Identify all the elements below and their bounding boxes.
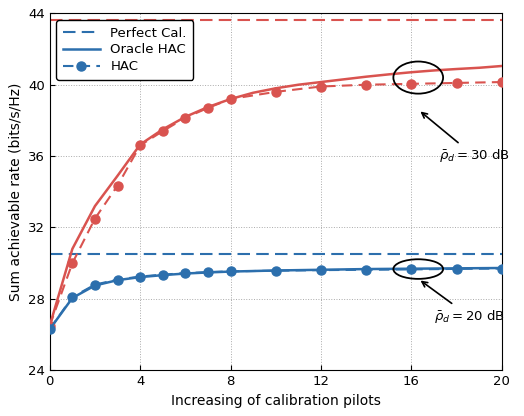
Y-axis label: Sum achievable rate (bits/s/Hz): Sum achievable rate (bits/s/Hz)	[8, 83, 23, 301]
X-axis label: Increasing of calibration pilots: Increasing of calibration pilots	[171, 394, 381, 408]
Text: $\bar{\rho}_d = 30$ dB: $\bar{\rho}_d = 30$ dB	[422, 113, 509, 164]
Legend: Perfect Cal., Oracle HAC, HAC: Perfect Cal., Oracle HAC, HAC	[57, 20, 193, 80]
Text: $\bar{\rho}_d = 20$ dB: $\bar{\rho}_d = 20$ dB	[422, 282, 505, 325]
